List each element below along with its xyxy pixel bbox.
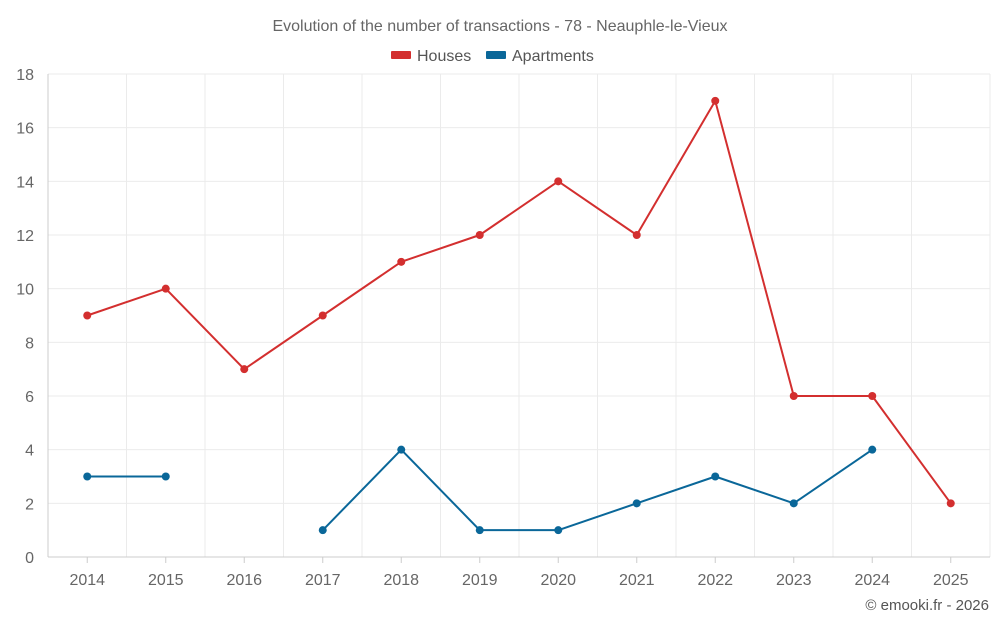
houses-point[interactable]	[397, 257, 406, 266]
houses-point[interactable]	[711, 96, 720, 105]
apartments-point[interactable]	[475, 526, 484, 535]
legend-swatch-apartments	[486, 51, 506, 59]
apartments-line	[322, 448, 873, 532]
y-tick-label: 2	[25, 496, 34, 513]
houses-point[interactable]	[161, 284, 170, 293]
houses-point[interactable]	[789, 392, 798, 400]
houses-line	[86, 99, 952, 504]
legend-label-houses: Houses	[417, 48, 471, 65]
credit-text: © emooki.fr - 2026	[865, 597, 989, 614]
x-tick-label: 2024	[854, 572, 890, 589]
apartments-point[interactable]	[318, 526, 327, 535]
apartments-point[interactable]	[397, 445, 406, 454]
y-tick-label: 4	[25, 443, 34, 460]
x-tick-label: 2014	[69, 572, 105, 589]
chart-title: Evolution of the number of transactions …	[272, 18, 727, 35]
legend-item-houses[interactable]: Houses	[391, 48, 471, 65]
legend-swatch-houses	[391, 51, 411, 59]
houses-point[interactable]	[632, 231, 641, 239]
grid	[47, 73, 991, 557]
houses-point[interactable]	[83, 311, 92, 320]
houses-point[interactable]	[318, 311, 327, 320]
legend: Houses Apartments	[391, 48, 594, 65]
x-tick-label: 2025	[933, 572, 969, 589]
y-tick-label: 0	[25, 550, 34, 567]
axes	[47, 74, 990, 563]
houses-point[interactable]	[475, 231, 484, 239]
y-tick-label: 14	[16, 174, 34, 191]
x-tick-label: 2022	[697, 572, 733, 589]
legend-label-apartments: Apartments	[512, 48, 594, 65]
apartments-point[interactable]	[868, 445, 877, 454]
apartments-point[interactable]	[711, 472, 720, 481]
series-layer	[83, 96, 955, 535]
y-tick-label: 10	[16, 282, 34, 299]
houses-point[interactable]	[946, 499, 955, 508]
series-houses	[83, 96, 955, 508]
y-tick-label: 8	[25, 335, 34, 352]
x-tick-label: 2015	[148, 572, 184, 589]
x-tick-label: 2021	[619, 572, 655, 589]
x-tick-label: 2020	[540, 572, 576, 589]
x-tick-label: 2017	[305, 572, 341, 589]
x-tick-label: 2016	[226, 572, 262, 589]
houses-point[interactable]	[554, 177, 563, 186]
apartments-point[interactable]	[161, 472, 170, 481]
y-tick-label: 12	[16, 228, 34, 245]
apartments-point[interactable]	[554, 526, 563, 535]
apartments-point[interactable]	[789, 499, 798, 508]
apartments-point[interactable]	[83, 472, 92, 481]
houses-point[interactable]	[240, 365, 249, 374]
legend-item-apartments[interactable]: Apartments	[486, 48, 594, 65]
y-tick-label: 6	[25, 389, 34, 406]
x-tick-label: 2023	[776, 572, 812, 589]
houses-point[interactable]	[868, 392, 877, 400]
x-tick-label: 2019	[462, 572, 498, 589]
x-tick-label: 2018	[383, 572, 419, 589]
apartments-point[interactable]	[632, 499, 641, 508]
y-tick-label: 16	[16, 121, 34, 138]
tick-labels: 0 2 4 6 8 10 12 14 16 18 2014 2015 2016 2017 2018 2019 2…	[16, 67, 968, 589]
series-apartments	[83, 445, 877, 535]
y-tick-label: 18	[16, 67, 34, 84]
